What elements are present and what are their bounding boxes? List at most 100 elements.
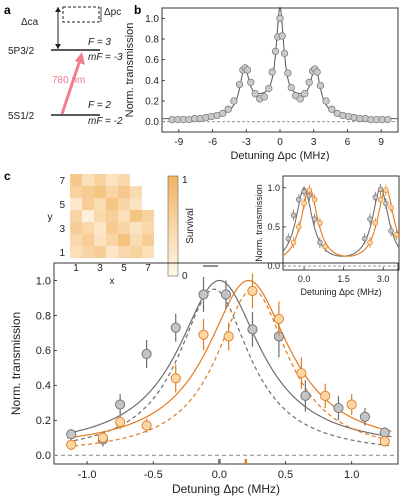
panel-label-b: b (134, 3, 141, 17)
data-point (301, 90, 309, 98)
data-point (333, 403, 344, 414)
fit-curve (67, 279, 392, 439)
heatmap-cell (70, 174, 82, 186)
data-point (247, 78, 255, 87)
heatmap-cell (82, 246, 94, 258)
x-tick-label: 0 (277, 137, 283, 148)
x-tick-label: -1.0 (78, 469, 97, 481)
x-tick-label: 5 (121, 263, 127, 274)
data-point (278, 32, 286, 40)
y-tick-label: 0.0 (145, 117, 159, 128)
plot-frame (161, 7, 399, 133)
data-point (300, 390, 311, 401)
data-point (305, 78, 313, 87)
x-axis-label: Detuning Δpc (MHz) (300, 287, 381, 297)
heatmap-cell (70, 198, 82, 210)
x-tick-label: 1.0 (344, 469, 359, 481)
x-tick-label: 3.0 (377, 274, 390, 284)
data-point (265, 84, 273, 93)
x-tick-label: -0.5 (144, 469, 163, 481)
heatmap-cell (82, 234, 94, 246)
data-point (66, 429, 77, 440)
x-tick-label: 0.0 (298, 274, 311, 284)
heatmap-cell (82, 222, 94, 234)
data-point (170, 322, 181, 333)
lower-mF-label: mF = -2 (88, 116, 123, 127)
x-tick-label: 1.5 (337, 274, 350, 284)
x-axis-label: Detuning Δpc (MHz) (172, 482, 280, 496)
data-point (141, 420, 152, 431)
data-point (346, 399, 357, 410)
data-point (243, 66, 252, 74)
x-axis-label: Detuning Δpc (MHz) (230, 150, 329, 162)
y-tick-label: 0.6 (36, 345, 51, 357)
heatmap-cell (142, 234, 154, 246)
data-point (328, 105, 336, 113)
x-tick-label: -3 (242, 137, 251, 148)
x-tick-label: 9 (378, 137, 384, 148)
x-tick-label: 1 (73, 263, 79, 274)
heatmap-cell (94, 174, 106, 186)
data-point (296, 95, 304, 103)
x-tick-label: 0.0 (212, 469, 227, 481)
heatmap-cell (70, 234, 82, 246)
data-point (296, 368, 307, 379)
heatmap-cell (118, 222, 130, 234)
heatmap-cell (70, 210, 82, 222)
delta-ca-arrowhead-up (55, 7, 61, 12)
heatmap-cell (118, 246, 130, 258)
y-tick-label: 0.6 (145, 55, 159, 66)
heatmap-cell (106, 186, 118, 198)
colorbar-label: Survival (185, 208, 196, 244)
heatmap-cell (70, 222, 82, 234)
inset-data-point (311, 216, 318, 222)
y-tick-label: 0.2 (36, 415, 51, 427)
y-axis-label: y (48, 212, 53, 223)
data-point (316, 81, 325, 90)
data-point (198, 289, 209, 300)
heatmap-cell (82, 198, 94, 210)
inset-data-point (306, 187, 313, 193)
y-axis-label: Norm. transmission (254, 184, 264, 262)
data-point (320, 390, 331, 401)
delta-ca-arrowhead-down (55, 44, 61, 49)
plot-frame (282, 175, 400, 271)
inset-data-point (388, 204, 394, 211)
inset-data-point (383, 200, 389, 207)
data-point (251, 90, 259, 98)
inset-data-point (383, 187, 389, 193)
inset-data-point (290, 239, 297, 246)
heatmap-cell (82, 186, 94, 198)
heatmap-cell (130, 222, 142, 234)
data-point (97, 432, 109, 443)
heatmap-cell (94, 210, 106, 222)
delta-pc-label: Δpc (104, 7, 121, 18)
data-point (198, 329, 209, 340)
colorbar-tick-label: 1 (182, 175, 188, 186)
inset-data-point (377, 196, 384, 203)
y-tick-label: 0.0 (36, 450, 51, 462)
heatmap-cell (118, 234, 130, 246)
data-point (247, 324, 258, 335)
data-point (379, 436, 390, 447)
inset-chart: 0.0 1.5 3.0 0.0 0.5 1.0 Detuning Δpc (MHz) Norm… (203, 175, 400, 297)
panel-label-a: a (4, 3, 11, 17)
inset-data-point (296, 196, 302, 203)
heatmap-cell (94, 186, 106, 198)
heatmap-cell (94, 198, 106, 210)
y-tick-label: 1.0 (145, 14, 159, 25)
inset-data-point (372, 220, 379, 226)
y-tick-label: 0.8 (145, 35, 159, 46)
heatmap-cell (82, 174, 94, 186)
heatmap-cell (94, 234, 106, 246)
lower-F-label: F = 2 (88, 100, 111, 111)
virtual-level-box (62, 6, 100, 23)
heatmap-cell (106, 222, 118, 234)
heatmap-cell (106, 174, 118, 186)
y-tick-label: 3 (59, 224, 65, 235)
heatmap-cell (118, 174, 130, 186)
inset-data-point (317, 220, 323, 226)
upper-F-label: F = 3 (88, 37, 111, 48)
heatmap-cell (118, 198, 130, 210)
lower-state-label: 5S1/2 (8, 111, 35, 122)
